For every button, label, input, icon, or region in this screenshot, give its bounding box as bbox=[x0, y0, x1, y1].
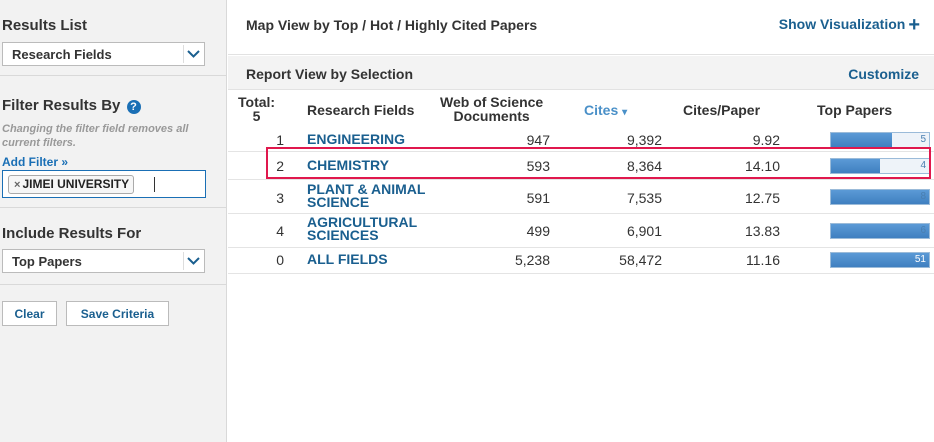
cites-header-label: Cites bbox=[584, 102, 619, 118]
top-papers-bar[interactable]: 8 bbox=[830, 189, 930, 205]
bar-fill bbox=[831, 133, 892, 147]
rank-cell: 1 bbox=[276, 132, 284, 148]
cites-per-paper-cell: 12.75 bbox=[744, 190, 780, 206]
rank-cell: 0 bbox=[276, 252, 284, 268]
map-view-header: Map View by Top / Hot / Highly Cited Pap… bbox=[228, 0, 934, 55]
filter-section: Filter Results By ? Changing the filter … bbox=[0, 77, 226, 208]
include-section: Include Results For Top Papers bbox=[0, 209, 226, 285]
total-header: Total: 5 bbox=[238, 95, 275, 123]
research-fields-header[interactable]: Research Fields bbox=[307, 102, 415, 118]
field-link[interactable]: ENGINEERING bbox=[307, 131, 406, 147]
top-papers-count: 6 bbox=[920, 225, 926, 236]
top-papers-header[interactable]: Top Papers bbox=[817, 102, 893, 118]
field-line2: SCIENCES bbox=[307, 227, 379, 243]
rank-cell: 4 bbox=[276, 223, 284, 239]
results-list-title: Results List bbox=[2, 17, 88, 34]
plus-icon: + bbox=[908, 14, 920, 36]
customize-link[interactable]: Customize bbox=[848, 66, 919, 82]
sort-desc-icon: ▾ bbox=[622, 107, 628, 118]
bar-fill bbox=[831, 159, 880, 173]
cites-cell: 58,472 bbox=[619, 252, 662, 268]
bar-fill bbox=[831, 253, 929, 267]
wos-documents-header[interactable]: Web of Science Documents bbox=[440, 95, 543, 123]
chevron-down-icon bbox=[183, 45, 202, 63]
show-visualization-label: Show Visualization bbox=[778, 16, 906, 32]
table-row: 4 AGRICULTURAL SCIENCES 499 6,901 13.83 … bbox=[228, 215, 934, 248]
cites-per-paper-cell: 14.10 bbox=[744, 158, 780, 174]
save-criteria-button[interactable]: Save Criteria bbox=[66, 301, 169, 326]
field-link[interactable]: PLANT & ANIMAL SCIENCE bbox=[307, 181, 426, 210]
table-row: 1 ENGINEERING 947 9,392 9.92 5 bbox=[228, 127, 934, 152]
field-line1: AGRICULTURAL bbox=[307, 214, 418, 230]
wos-documents-line2: Documents bbox=[453, 108, 530, 124]
table-row: 0 ALL FIELDS 5,238 58,472 11.16 51 bbox=[228, 249, 934, 274]
selected-row-highlight bbox=[266, 147, 931, 179]
report-view-title: Report View by Selection bbox=[246, 66, 414, 82]
rank-cell: 3 bbox=[276, 190, 284, 206]
results-list-select[interactable]: Research Fields bbox=[2, 42, 205, 66]
help-icon[interactable]: ? bbox=[126, 100, 141, 114]
field-line1: CHEMISTRY bbox=[307, 157, 389, 173]
bar-fill bbox=[831, 190, 929, 204]
filter-input[interactable]: × JIMEI UNIVERSITY bbox=[2, 170, 206, 198]
cites-cell: 8,364 bbox=[626, 158, 662, 174]
filter-title: Filter Results By ? bbox=[2, 97, 141, 114]
rank-cell: 2 bbox=[276, 158, 284, 174]
documents-cell: 591 bbox=[526, 190, 550, 206]
filter-chip: × JIMEI UNIVERSITY bbox=[8, 175, 135, 194]
filter-chip-label: JIMEI UNIVERSITY bbox=[22, 177, 130, 191]
cites-per-paper-header[interactable]: Cites/Paper bbox=[683, 102, 761, 118]
top-papers-count: 5 bbox=[920, 134, 926, 145]
clear-button[interactable]: Clear bbox=[2, 301, 57, 326]
field-line1: ENGINEERING bbox=[307, 131, 406, 147]
field-link[interactable]: CHEMISTRY bbox=[307, 157, 389, 173]
cites-per-paper-cell: 11.16 bbox=[746, 252, 780, 268]
table-row: 2 CHEMISTRY 593 8,364 14.10 4 bbox=[228, 153, 934, 180]
show-visualization-link[interactable]: Show Visualization + bbox=[778, 14, 920, 36]
filter-title-text: Filter Results By bbox=[2, 97, 121, 114]
results-list-section: Results List Research Fields bbox=[0, 0, 226, 76]
total-value: 5 bbox=[252, 108, 261, 124]
cites-per-paper-cell: 9.92 bbox=[752, 132, 780, 148]
top-papers-count: 4 bbox=[920, 160, 926, 171]
field-line1: PLANT & ANIMAL bbox=[307, 181, 426, 197]
bar-fill bbox=[831, 224, 929, 238]
cites-per-paper-cell: 13.83 bbox=[744, 223, 780, 239]
top-papers-bar[interactable]: 51 bbox=[830, 252, 930, 268]
top-papers-bar[interactable]: 5 bbox=[830, 132, 930, 148]
table-row: 3 PLANT & ANIMAL SCIENCE 591 7,535 12.75… bbox=[228, 181, 934, 214]
field-line1: ALL FIELDS bbox=[307, 251, 388, 267]
wos-documents-line1: Web of Science bbox=[440, 94, 544, 110]
sidebar: Results List Research Fields Filter Resu… bbox=[0, 0, 227, 442]
include-selected: Top Papers bbox=[12, 254, 82, 269]
include-title: Include Results For bbox=[2, 225, 142, 242]
documents-cell: 499 bbox=[526, 223, 550, 239]
total-label: Total: bbox=[238, 94, 276, 110]
field-link[interactable]: AGRICULTURAL SCIENCES bbox=[307, 214, 418, 243]
cites-cell: 9,392 bbox=[626, 132, 662, 148]
include-select[interactable]: Top Papers bbox=[2, 249, 205, 273]
cites-cell: 7,535 bbox=[626, 190, 662, 206]
field-line2: SCIENCE bbox=[307, 194, 370, 210]
cites-header[interactable]: Cites ▾ bbox=[584, 102, 627, 118]
main-panel: Map View by Top / Hot / Highly Cited Pap… bbox=[228, 0, 934, 442]
chevron-down-icon bbox=[183, 252, 202, 270]
field-link[interactable]: ALL FIELDS bbox=[307, 251, 388, 267]
documents-cell: 593 bbox=[526, 158, 550, 174]
documents-cell: 5,238 bbox=[514, 252, 550, 268]
map-view-title: Map View by Top / Hot / Highly Cited Pap… bbox=[246, 17, 538, 33]
top-papers-count: 8 bbox=[920, 191, 926, 202]
remove-chip-icon[interactable]: × bbox=[14, 179, 21, 191]
top-papers-bar[interactable]: 6 bbox=[830, 223, 930, 239]
top-papers-count: 51 bbox=[914, 254, 926, 265]
results-list-selected: Research Fields bbox=[12, 47, 112, 62]
text-caret bbox=[154, 177, 155, 192]
report-view-header: Report View by Selection Customize bbox=[228, 56, 934, 90]
cites-cell: 6,901 bbox=[626, 223, 662, 239]
documents-cell: 947 bbox=[526, 132, 550, 148]
filter-hint: Changing the filter field removes all cu… bbox=[2, 123, 189, 149]
add-filter-link[interactable]: Add Filter » bbox=[2, 155, 69, 169]
